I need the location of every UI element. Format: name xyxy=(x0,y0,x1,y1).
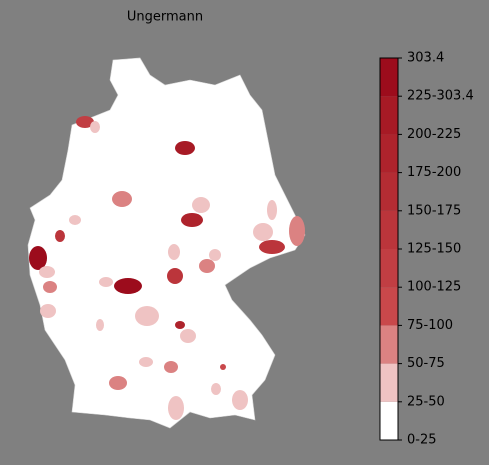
colorbar-segment xyxy=(380,210,398,249)
colorbar-segment xyxy=(380,401,398,440)
district xyxy=(96,319,104,331)
colorbar-segment xyxy=(380,134,398,173)
district xyxy=(69,215,81,225)
district xyxy=(267,200,277,220)
district xyxy=(175,321,185,329)
colorbar-label: 150-175 xyxy=(407,203,461,218)
district xyxy=(220,364,226,370)
country-outline xyxy=(27,57,306,429)
colorbar-segment xyxy=(380,96,398,135)
colorbar-segment xyxy=(380,287,398,326)
district xyxy=(181,213,203,227)
district xyxy=(55,230,65,242)
colorbar-label: 200-225 xyxy=(407,127,461,142)
district xyxy=(180,329,196,343)
district xyxy=(211,383,221,395)
district xyxy=(39,266,55,278)
district xyxy=(135,306,159,326)
colorbar-label: 303.4 xyxy=(407,51,444,66)
district xyxy=(232,390,248,410)
district xyxy=(109,376,127,390)
district xyxy=(99,277,113,287)
district xyxy=(90,121,100,133)
colorbar-label: 125-150 xyxy=(407,242,461,257)
colorbar-segment xyxy=(380,58,398,97)
district xyxy=(43,281,57,293)
district xyxy=(164,361,178,373)
colorbar-label: 225-303.4 xyxy=(407,89,474,104)
district xyxy=(199,259,215,273)
district xyxy=(29,246,47,270)
districts xyxy=(29,116,305,420)
district xyxy=(168,396,184,420)
colorbar-label: 50-75 xyxy=(407,356,445,371)
district xyxy=(76,116,94,128)
district xyxy=(167,268,183,284)
colorbar-segment xyxy=(380,363,398,402)
colorbar-segment xyxy=(380,172,398,211)
district xyxy=(192,197,210,213)
district xyxy=(40,304,56,318)
colorbar-segment xyxy=(380,325,398,364)
colorbar-label: 75-100 xyxy=(407,318,453,333)
colorbar: 0-25 25-50 50-75 75-100 100-125 125-150 150-17… xyxy=(379,51,474,448)
colorbar-label: 100-125 xyxy=(407,280,461,295)
district xyxy=(209,249,221,261)
district xyxy=(289,216,305,246)
district xyxy=(168,244,180,260)
district xyxy=(253,223,273,241)
colorbar-label: 0-25 xyxy=(407,433,437,448)
district xyxy=(114,278,142,294)
map-title: Ungermann xyxy=(127,10,203,25)
district xyxy=(259,240,285,254)
district xyxy=(112,191,132,207)
colorbar-segment xyxy=(380,249,398,288)
district xyxy=(175,141,195,155)
map xyxy=(27,57,306,429)
colorbar-label: 25-50 xyxy=(407,394,445,409)
colorbar-label: 175-200 xyxy=(407,165,461,180)
district xyxy=(139,357,153,367)
